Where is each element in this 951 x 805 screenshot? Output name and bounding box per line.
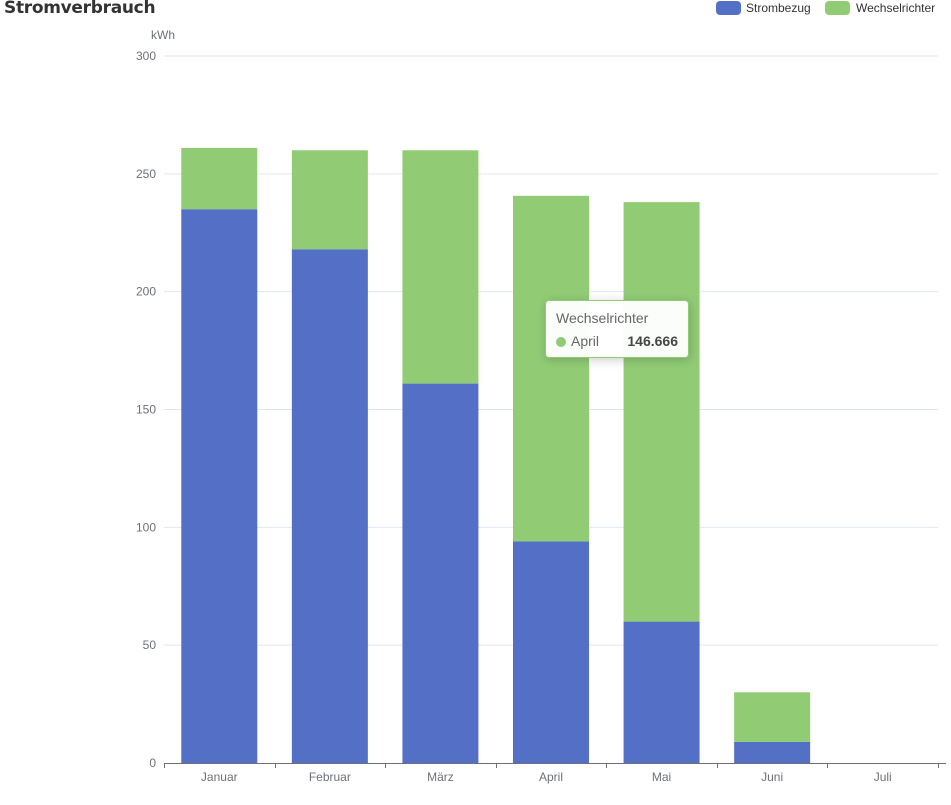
bar-strombezug-april[interactable] [513,541,589,763]
bar-strombezug-märz[interactable] [402,383,479,763]
x-axis [164,763,946,768]
tooltip-series-name: Wechselrichter [556,310,649,326]
legend-swatch-icon [825,1,850,15]
x-tick-label: Februar [309,770,351,784]
x-axis-tick-labels: Januar Februar März April Mai Juni Juli [201,770,892,784]
legend-swatch-icon [716,1,741,15]
bar-wechselrichter-april[interactable] [513,195,589,542]
tooltip-value: 146.666 [627,333,678,349]
legend[interactable]: Strombezug Wechselrichter [716,1,935,15]
y-axis-tick-labels: 0 50 100 150 200 250 300 [136,49,156,770]
bar-strombezug-februar[interactable] [291,249,368,763]
tooltip: Wechselrichter April 146.666 [545,300,689,358]
tooltip-series-marker-icon [556,337,566,347]
legend-label: Wechselrichter [856,1,935,15]
y-axis-unit-label: kWh [151,28,175,42]
legend-label: Strombezug [746,1,811,15]
y-tick-label: 0 [149,756,156,770]
tooltip-category: April [571,333,600,349]
bar-wechselrichter-märz[interactable] [402,150,479,384]
y-tick-label: 250 [136,167,156,181]
y-tick-label: 100 [136,520,156,534]
y-tick-label: 50 [143,638,157,652]
y-tick-label: 200 [136,285,156,299]
bars[interactable] [181,147,811,763]
x-tick-label: Juli [874,770,892,784]
y-tick-label: 150 [136,403,156,417]
bar-strombezug-mai[interactable] [623,621,700,763]
bar-wechselrichter-juni[interactable] [734,692,811,742]
x-tick-label: April [539,770,563,784]
bar-strombezug-januar[interactable] [181,209,258,763]
tooltip-row: April 146.666 [556,332,678,350]
x-tick-label: März [427,770,454,784]
x-tick-label: Mai [652,770,671,784]
bar-wechselrichter-februar[interactable] [291,150,368,250]
bar-strombezug-juni[interactable] [734,741,811,763]
legend-item-wechselrichter[interactable]: Wechselrichter [825,1,935,15]
chart-title: Stromverbrauch [4,0,156,18]
bar-wechselrichter-mai[interactable] [623,202,700,622]
bar-wechselrichter-januar[interactable] [181,147,258,210]
y-tick-label: 300 [136,49,156,63]
legend-item-strombezug[interactable]: Strombezug [716,1,811,15]
x-tick-label: Januar [201,770,238,784]
x-tick-label: Juni [761,770,783,784]
